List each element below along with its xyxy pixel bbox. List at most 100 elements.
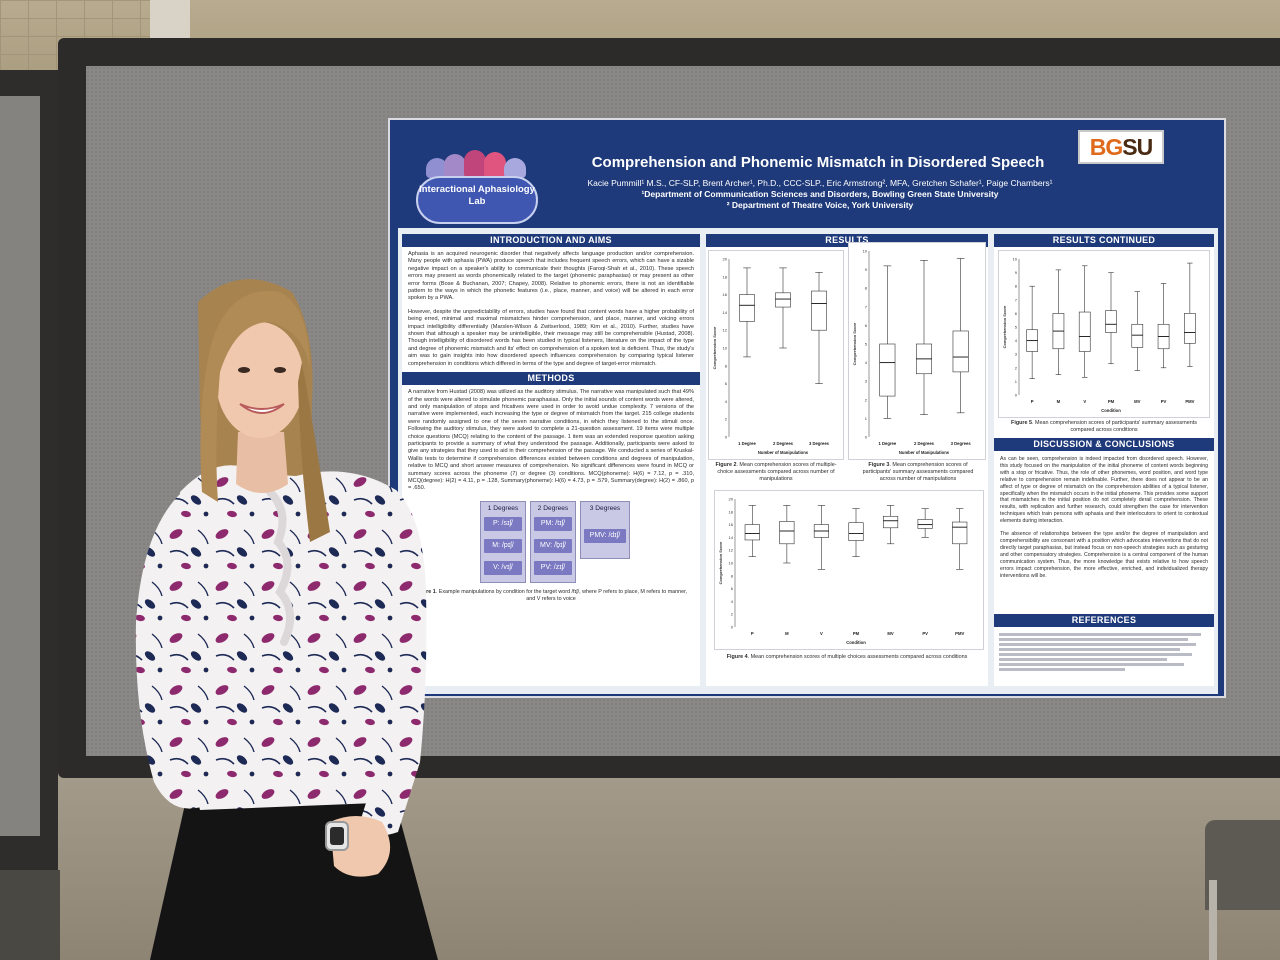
smile bbox=[239, 403, 285, 414]
references-list bbox=[994, 628, 1214, 684]
box-MV bbox=[1131, 323, 1144, 348]
x-tick-label: 1 Degree bbox=[878, 441, 896, 446]
x-tick-label: P bbox=[1031, 399, 1034, 404]
floral-blouse bbox=[180, 465, 420, 810]
chair-left bbox=[0, 870, 60, 960]
x-tick-label: 2 Degrees bbox=[914, 441, 935, 446]
y-tick-label: 4 bbox=[1015, 338, 1018, 343]
y-axis-label: Comprehension Score bbox=[1002, 305, 1007, 348]
affiliation-1: ¹Department of Communication Sciences an… bbox=[641, 189, 999, 199]
right-eye bbox=[274, 367, 286, 373]
figure-5-label: Figure 5 bbox=[1011, 420, 1033, 426]
y-tick-label: 2 bbox=[725, 417, 728, 422]
figure-2-label: Figure 2 bbox=[715, 462, 737, 468]
chart-svg: 0 2 4 6 8 10 12 14 16 18 20 Comprehension Score 1 De… bbox=[712, 257, 830, 456]
figure-1-caption-text: . Example manipulations by condition for… bbox=[435, 588, 688, 602]
condition-pmv: PMV: /dɪʃ/ bbox=[584, 528, 626, 543]
box-PMV bbox=[1184, 313, 1196, 344]
x-axis-label: Condition bbox=[846, 640, 866, 645]
chair-seat bbox=[1205, 820, 1280, 910]
figure-3-label: Figure 3 bbox=[868, 462, 890, 468]
three-degrees-label: 3 Degrees bbox=[589, 504, 621, 512]
poster-header: Interactional Aphasiology Lab Comprehens… bbox=[390, 120, 1224, 228]
lab-logo-badge: Interactional Aphasiology Lab bbox=[416, 176, 538, 224]
x-tick-label: P bbox=[751, 631, 754, 636]
box-V bbox=[1078, 311, 1091, 352]
x-tick-label: 3 Degrees bbox=[951, 441, 972, 446]
x-tick-label: M bbox=[1057, 399, 1061, 404]
left-arm bbox=[135, 494, 214, 809]
methods-text: A narrative from Hustad (2008) was utili… bbox=[408, 389, 694, 492]
box-MV bbox=[883, 515, 899, 529]
y-axis-label: Comprehension Score bbox=[852, 322, 857, 365]
y-tick-label: 18 bbox=[729, 509, 734, 514]
presenter-woman bbox=[135, 279, 438, 960]
hair-front bbox=[200, 291, 310, 502]
y-tick-label: 10 bbox=[863, 249, 868, 254]
y-tick-label: 10 bbox=[723, 346, 728, 351]
face bbox=[216, 322, 304, 438]
figure-2-caption-text: . Mean comprehension scores of multiple-… bbox=[717, 462, 837, 482]
bgsu-logo: BGSU bbox=[1078, 130, 1164, 164]
intro-heading: INTRODUCTION AND AIMS bbox=[402, 234, 700, 247]
y-tick-label: 3 bbox=[1015, 352, 1018, 357]
box-3 Degrees bbox=[811, 290, 827, 331]
x-tick-label: MV bbox=[887, 631, 893, 636]
references-heading: REFERENCES bbox=[994, 614, 1214, 627]
figure-2-caption: Figure 2. Mean comprehension scores of m… bbox=[706, 462, 846, 482]
smartwatch-screen bbox=[330, 827, 344, 845]
box-PM bbox=[1105, 310, 1117, 333]
side-board-panel bbox=[0, 96, 40, 836]
y-tick-label: 10 bbox=[729, 561, 734, 566]
y-tick-label: 8 bbox=[725, 363, 728, 368]
figure-5-caption: Figure 5. Mean comprehension scores of p… bbox=[994, 420, 1214, 434]
methods-heading: METHODS bbox=[402, 372, 700, 386]
y-tick-label: 0 bbox=[725, 435, 728, 440]
figure-3-caption: Figure 3. Mean comprehension scores of p… bbox=[848, 462, 988, 482]
x-tick-label: 3 Degrees bbox=[809, 441, 830, 446]
figure-4-label: Figure 4 bbox=[726, 654, 748, 660]
lab-logo: Interactional Aphasiology Lab bbox=[412, 148, 542, 226]
y-tick-label: 2 bbox=[731, 612, 734, 617]
figure-5-boxplot: 0 1 2 3 4 5 6 7 8 9 10 Comprehension Score P M V PM MV PV… bbox=[998, 250, 1210, 418]
y-tick-label: 20 bbox=[723, 257, 728, 262]
y-tick-label: 10 bbox=[1013, 257, 1018, 262]
y-tick-label: 20 bbox=[729, 497, 734, 502]
research-poster: Interactional Aphasiology Lab Comprehens… bbox=[388, 118, 1226, 698]
y-tick-label: 6 bbox=[731, 586, 734, 591]
y-tick-label: 9 bbox=[865, 267, 868, 272]
condition-m: M: /pɪʃ/ bbox=[484, 538, 522, 553]
figure-3-boxplot: 0 1 2 3 4 5 6 7 8 9 10 Comprehension Score 1 Degree 2… bbox=[848, 242, 986, 460]
neck bbox=[236, 432, 288, 493]
y-tick-label: 0 bbox=[865, 435, 868, 440]
y-tick-label: 6 bbox=[725, 381, 728, 386]
x-tick-label: MV bbox=[1134, 399, 1140, 404]
blouse-ruffle bbox=[266, 488, 294, 646]
y-tick-label: 4 bbox=[725, 399, 728, 404]
chart-svg: 0 1 2 3 4 5 6 7 8 9 10 Comprehension Score 1 Degree 2… bbox=[852, 249, 972, 456]
y-tick-label: 12 bbox=[729, 548, 734, 553]
discussion-paragraph-1: As can be seen, comprehension is indeed … bbox=[1000, 456, 1208, 525]
y-axis-label: Comprehension Score bbox=[718, 541, 723, 584]
column-results: RESULTS 0 2 4 6 8 10 12 14 16 18 20 Comprehension S… bbox=[706, 234, 988, 686]
y-tick-label: 4 bbox=[731, 599, 734, 604]
condition-v: V: /vɪʃ/ bbox=[484, 560, 522, 575]
x-axis-label: Condition bbox=[1101, 408, 1121, 413]
poster-body: INTRODUCTION AND AIMS Aphasia is an acqu… bbox=[398, 228, 1218, 694]
two-degrees-label: 2 Degrees bbox=[537, 504, 569, 512]
one-degree-label: 1 Degrees bbox=[487, 504, 519, 512]
box-1 Degree bbox=[739, 294, 755, 322]
intro-text: Aphasia is an acquired neurogenic disord… bbox=[402, 247, 700, 372]
x-tick-label: PMV bbox=[1185, 399, 1194, 404]
x-tick-label: V bbox=[820, 631, 823, 636]
x-axis-label: Number of Manipulations bbox=[758, 450, 809, 455]
manipulation-diagram: 1 Degrees 2 Degrees 3 Degrees P: /sɪʃ/ M… bbox=[480, 500, 630, 583]
y-tick-label: 18 bbox=[723, 274, 728, 279]
condition-mv: MV: /ḇɪʃ/ bbox=[534, 538, 572, 553]
condition-pv: PV: /zɪʃ/ bbox=[534, 560, 572, 575]
discussion-paragraph-2: The absence of relationships between the… bbox=[1000, 531, 1208, 579]
x-tick-label: V bbox=[1083, 399, 1086, 404]
discussion-text: As can be seen, comprehension is indeed … bbox=[994, 452, 1214, 583]
